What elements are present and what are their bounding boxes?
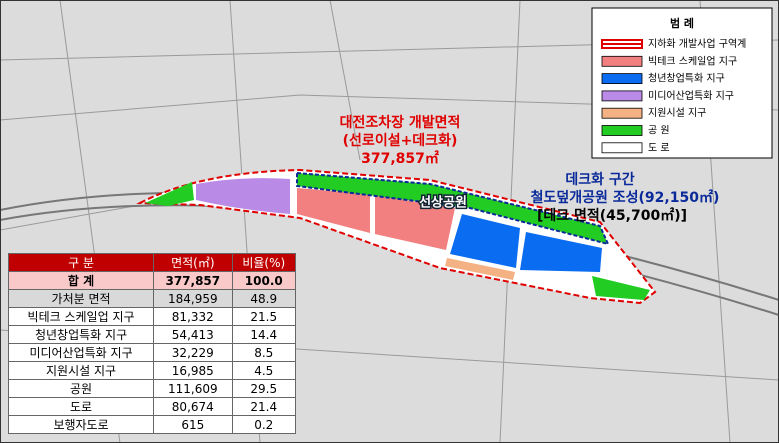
table-cell: 48.9 <box>231 289 297 308</box>
table-cell: 0.2 <box>231 415 297 434</box>
startup-zone-1 <box>450 214 520 268</box>
table-cell: 81,332 <box>153 307 233 326</box>
bigtech-zone-1 <box>297 188 370 233</box>
table-cell: 지원시설 지구 <box>7 361 155 380</box>
table-row: 구 분 면적(㎡) 비율(%) <box>7 253 297 272</box>
legend-swatch <box>601 73 643 84</box>
table-cell: 111,609 <box>153 379 233 398</box>
annotation: 377,857㎡ <box>361 150 439 167</box>
annotation: (선로이설+데크화) <box>343 132 458 149</box>
table-cell: 비율(%) <box>231 253 297 272</box>
startup-zone-2 <box>520 232 602 272</box>
table-cell: 미디어산업특화 지구 <box>7 343 155 362</box>
table-cell: 공원 <box>7 379 155 398</box>
table-cell: 377,857 <box>153 271 233 290</box>
park-label: 선상공원 <box>419 195 467 211</box>
deck-park <box>296 171 610 246</box>
park-east <box>592 276 650 300</box>
table-cell: 합 계 <box>7 271 155 290</box>
table-cell: 54,413 <box>153 325 233 344</box>
table-cell: 80,674 <box>153 397 233 416</box>
table-cell: 면적(㎡) <box>153 253 233 272</box>
annotation: [데크 면적(45,700㎡)] <box>537 207 687 224</box>
table-row: 공원 111,609 29.5 <box>7 379 297 398</box>
table-row: 미디어산업특화 지구 32,229 8.5 <box>7 343 297 362</box>
table-cell: 184,959 <box>153 289 233 308</box>
table-cell: 14.4 <box>231 325 297 344</box>
table-cell: 32,229 <box>153 343 233 362</box>
legend-label: 미디어산업특화 지구 <box>648 89 734 102</box>
legend-label: 청년창업특화 지구 <box>648 72 725 85</box>
table-cell: 구 분 <box>7 253 155 272</box>
legend-label: 빅테크 스케일업 지구 <box>648 54 737 67</box>
legend-label: 지원시설 지구 <box>648 107 706 119</box>
support-zone <box>445 258 515 280</box>
annotation: 대전조차장 개발면적 <box>340 114 461 131</box>
legend-label: 도 로 <box>648 143 670 154</box>
annotation: 철도덮개공원 조성(92,150㎡) <box>531 189 720 206</box>
legend-swatch <box>601 107 643 119</box>
park-west <box>145 182 194 206</box>
legend-swatch <box>601 125 643 136</box>
table-cell: 8.5 <box>231 343 297 362</box>
table-cell: 빅테크 스케일업 지구 <box>7 307 155 326</box>
table-row: 합 계 377,857 100.0 <box>7 271 297 290</box>
legend-swatch <box>601 90 643 102</box>
table-cell: 보행자도로 <box>7 415 155 434</box>
table-cell: 100.0 <box>231 271 297 290</box>
legend-label: 공 원 <box>648 125 670 137</box>
table-cell: 가처분 면적 <box>7 289 155 308</box>
table-cell: 도로 <box>7 397 155 416</box>
table-cell: 29.5 <box>231 379 297 398</box>
table-cell: 16,985 <box>153 361 233 380</box>
table-cell: 21.5 <box>231 307 297 326</box>
legend-swatch <box>601 142 643 154</box>
annotation: 데크화 구간 <box>565 171 634 188</box>
legend-label: 지하화 개발사업 구역계 <box>648 37 746 50</box>
legend-swatch <box>601 55 643 67</box>
table-row: 지원시설 지구 16,985 4.5 <box>7 361 297 380</box>
table-cell: 청년창업특화 지구 <box>7 325 155 344</box>
table-row: 가처분 면적 184,959 48.9 <box>7 289 297 308</box>
legend-title: 범 례 <box>670 16 694 30</box>
table-row: 빅테크 스케일업 지구 81,332 21.5 <box>7 307 297 326</box>
table-row: 청년창업특화 지구 54,413 14.4 <box>7 325 297 344</box>
table-row: 도로 80,674 21.4 <box>7 397 297 416</box>
table-cell: 21.4 <box>231 397 297 416</box>
area-table: 구 분 면적(㎡) 비율(%) 합 계 377,857 100.0 가처분 면적 184,95… <box>7 253 297 434</box>
media-zone <box>196 178 290 214</box>
bigtech-zone-2 <box>375 195 455 250</box>
table-cell: 615 <box>153 415 233 434</box>
table-cell: 4.5 <box>231 361 297 380</box>
table-row: 보행자도로 615 0.2 <box>7 415 297 434</box>
